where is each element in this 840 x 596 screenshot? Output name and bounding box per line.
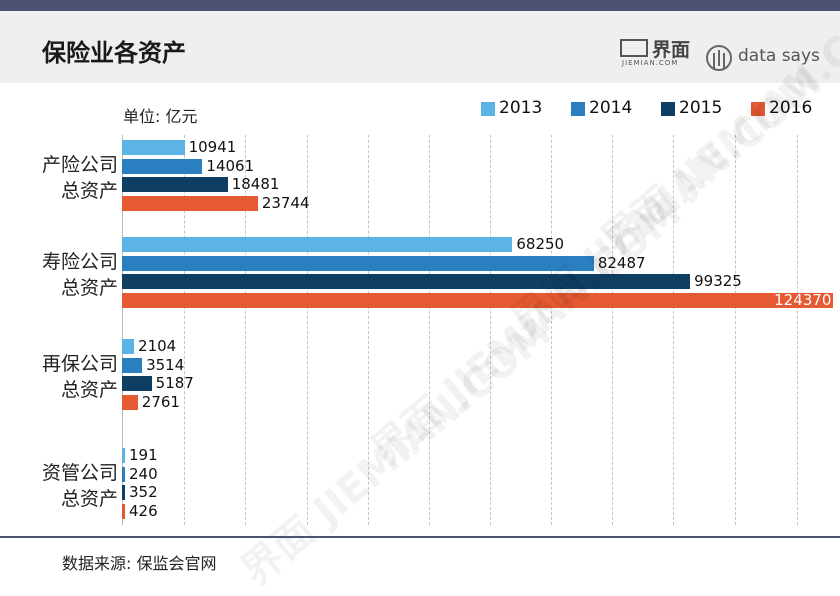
bar-value-label-2015-1: 99325 xyxy=(694,272,742,290)
grid-line-10 xyxy=(797,135,798,525)
grid-line-1 xyxy=(245,135,246,525)
header-top-strip xyxy=(0,0,840,11)
grid-line-9 xyxy=(735,135,736,525)
category-label-line-0-0: 产险公司 xyxy=(41,154,118,176)
bar-2013-0 xyxy=(122,140,185,155)
legend-label-2014: 2014 xyxy=(589,98,633,118)
bar-2016-0 xyxy=(122,195,258,211)
datasays-logo: data says xyxy=(706,45,826,75)
bar-2016-2 xyxy=(122,394,138,410)
bar-2014-1 xyxy=(122,255,594,271)
bar-2013-2 xyxy=(122,339,135,354)
category-label-line-2-1: 总资产 xyxy=(60,379,118,401)
bar-value-label-2013-3: 191 xyxy=(129,446,158,464)
header: 保险业各资产 界面 JIEMIAN.COM data says xyxy=(0,11,840,83)
bar-value-label-2014-3: 240 xyxy=(129,464,158,483)
bar-2016-1 xyxy=(122,292,834,308)
legend-swatch-2015 xyxy=(661,102,675,116)
bar-2015-0 xyxy=(122,177,228,192)
grid-line-5 xyxy=(490,135,491,525)
category-label-3: 资管公司总资产 xyxy=(22,460,118,512)
bar-2015-3 xyxy=(122,485,125,500)
datasays-text: data says xyxy=(738,46,820,66)
bar-2013-3 xyxy=(122,448,125,463)
bar-value-label-2015-3: 352 xyxy=(129,483,158,501)
category-label-line-0-1: 总资产 xyxy=(60,180,118,202)
bar-value-label-2015-0: 18481 xyxy=(231,175,280,193)
bar-value-label-2014-2: 3514 xyxy=(146,355,185,374)
grid-line-8 xyxy=(673,135,674,525)
bar-value-label-2013-2: 2104 xyxy=(138,337,177,355)
chart-title: 保险业各资产 xyxy=(42,39,186,67)
category-label-0: 产险公司总资产 xyxy=(22,152,118,204)
category-label-line-3-0: 资管公司 xyxy=(41,462,118,484)
legend-label-2016: 2016 xyxy=(769,98,813,118)
bar-2013-1 xyxy=(122,237,513,252)
bar-value-label-2016-3: 426 xyxy=(129,501,158,520)
legend-swatch-2013 xyxy=(481,102,495,116)
bar-2015-1 xyxy=(122,274,691,289)
bar-value-label-2013-0: 10941 xyxy=(188,138,237,156)
category-label-1: 寿险公司总资产 xyxy=(22,249,118,301)
category-label-line-2-0: 再保公司 xyxy=(41,353,118,375)
source-note: 数据来源: 保监会官网 xyxy=(62,554,217,573)
category-label-line-1-0: 寿险公司 xyxy=(41,251,118,273)
bar-2016-3 xyxy=(122,503,125,519)
bar-value-label-2013-1: 68250 xyxy=(516,235,565,253)
grid-line-4 xyxy=(429,135,430,525)
jiemian-logo: 界面 JIEMIAN.COM xyxy=(620,37,692,73)
y-axis-line xyxy=(122,135,123,525)
category-label-line-3-1: 总资产 xyxy=(60,488,118,510)
watermark-1: 界面 JIEMIAN.COM xyxy=(363,189,691,475)
footer-divider xyxy=(0,536,840,538)
bar-2014-3 xyxy=(122,466,125,482)
bar-value-label-2014-1: 82487 xyxy=(597,253,646,272)
watermark-2: 界面 JIEMIAN.COM xyxy=(233,309,561,595)
bar-value-label-2016-2: 2761 xyxy=(141,392,180,411)
bar-value-label-2014-0: 14061 xyxy=(206,156,255,175)
category-label-line-1-1: 总资产 xyxy=(60,277,118,299)
bar-value-label-2015-2: 5187 xyxy=(155,374,194,392)
grid-line-0 xyxy=(184,135,185,525)
grid-line-2 xyxy=(307,135,308,525)
grid-line-3 xyxy=(368,135,369,525)
bar-2014-0 xyxy=(122,158,203,174)
legend-swatch-2016 xyxy=(751,102,765,116)
legend-label-2013: 2013 xyxy=(499,98,543,118)
bar-2015-2 xyxy=(122,376,152,391)
legend-swatch-2014 xyxy=(571,102,585,116)
category-label-2: 再保公司总资产 xyxy=(22,351,118,403)
legend-label-2015: 2015 xyxy=(679,98,723,118)
jiemian-logo-cn: 界面 xyxy=(652,39,691,61)
jiemian-logo-icon xyxy=(620,39,648,57)
jiemian-logo-en: JIEMIAN.COM xyxy=(622,59,679,67)
grid-line-6 xyxy=(551,135,552,525)
bar-2014-2 xyxy=(122,357,143,373)
grid-line-7 xyxy=(612,135,613,525)
datasays-icon xyxy=(706,45,732,71)
unit-label: 单位: 亿元 xyxy=(123,107,198,126)
bar-value-label-2016-0: 23744 xyxy=(261,193,310,212)
bar-value-label-2016-1: 124370 xyxy=(774,290,832,309)
